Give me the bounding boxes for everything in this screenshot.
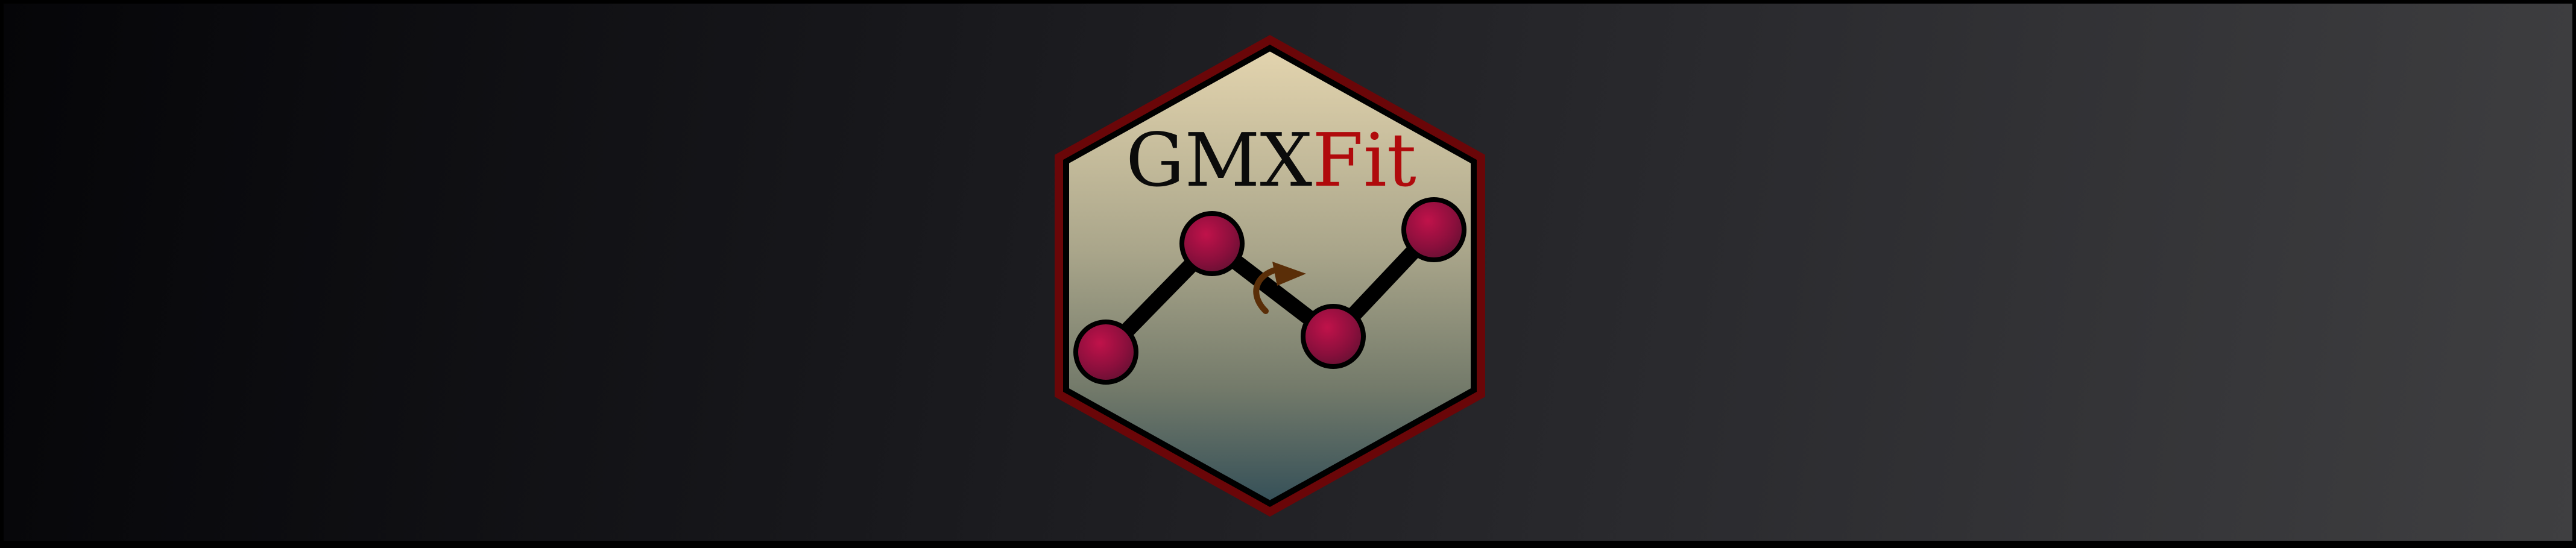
atom-2 — [1179, 211, 1245, 276]
title-fit: Fit — [1312, 118, 1416, 203]
molecule-atoms — [1073, 197, 1466, 385]
logo-title: GMXFit — [1126, 118, 1416, 203]
atom-3 — [1301, 304, 1366, 369]
title-gmx: GMX — [1126, 118, 1312, 203]
atom-1 — [1073, 320, 1138, 385]
atom-4 — [1401, 197, 1466, 262]
gmxfit-logo: GMXFit — [1055, 34, 1485, 517]
rotation-arrow-icon — [1253, 262, 1306, 314]
hexagon-badge — [1065, 47, 1474, 505]
